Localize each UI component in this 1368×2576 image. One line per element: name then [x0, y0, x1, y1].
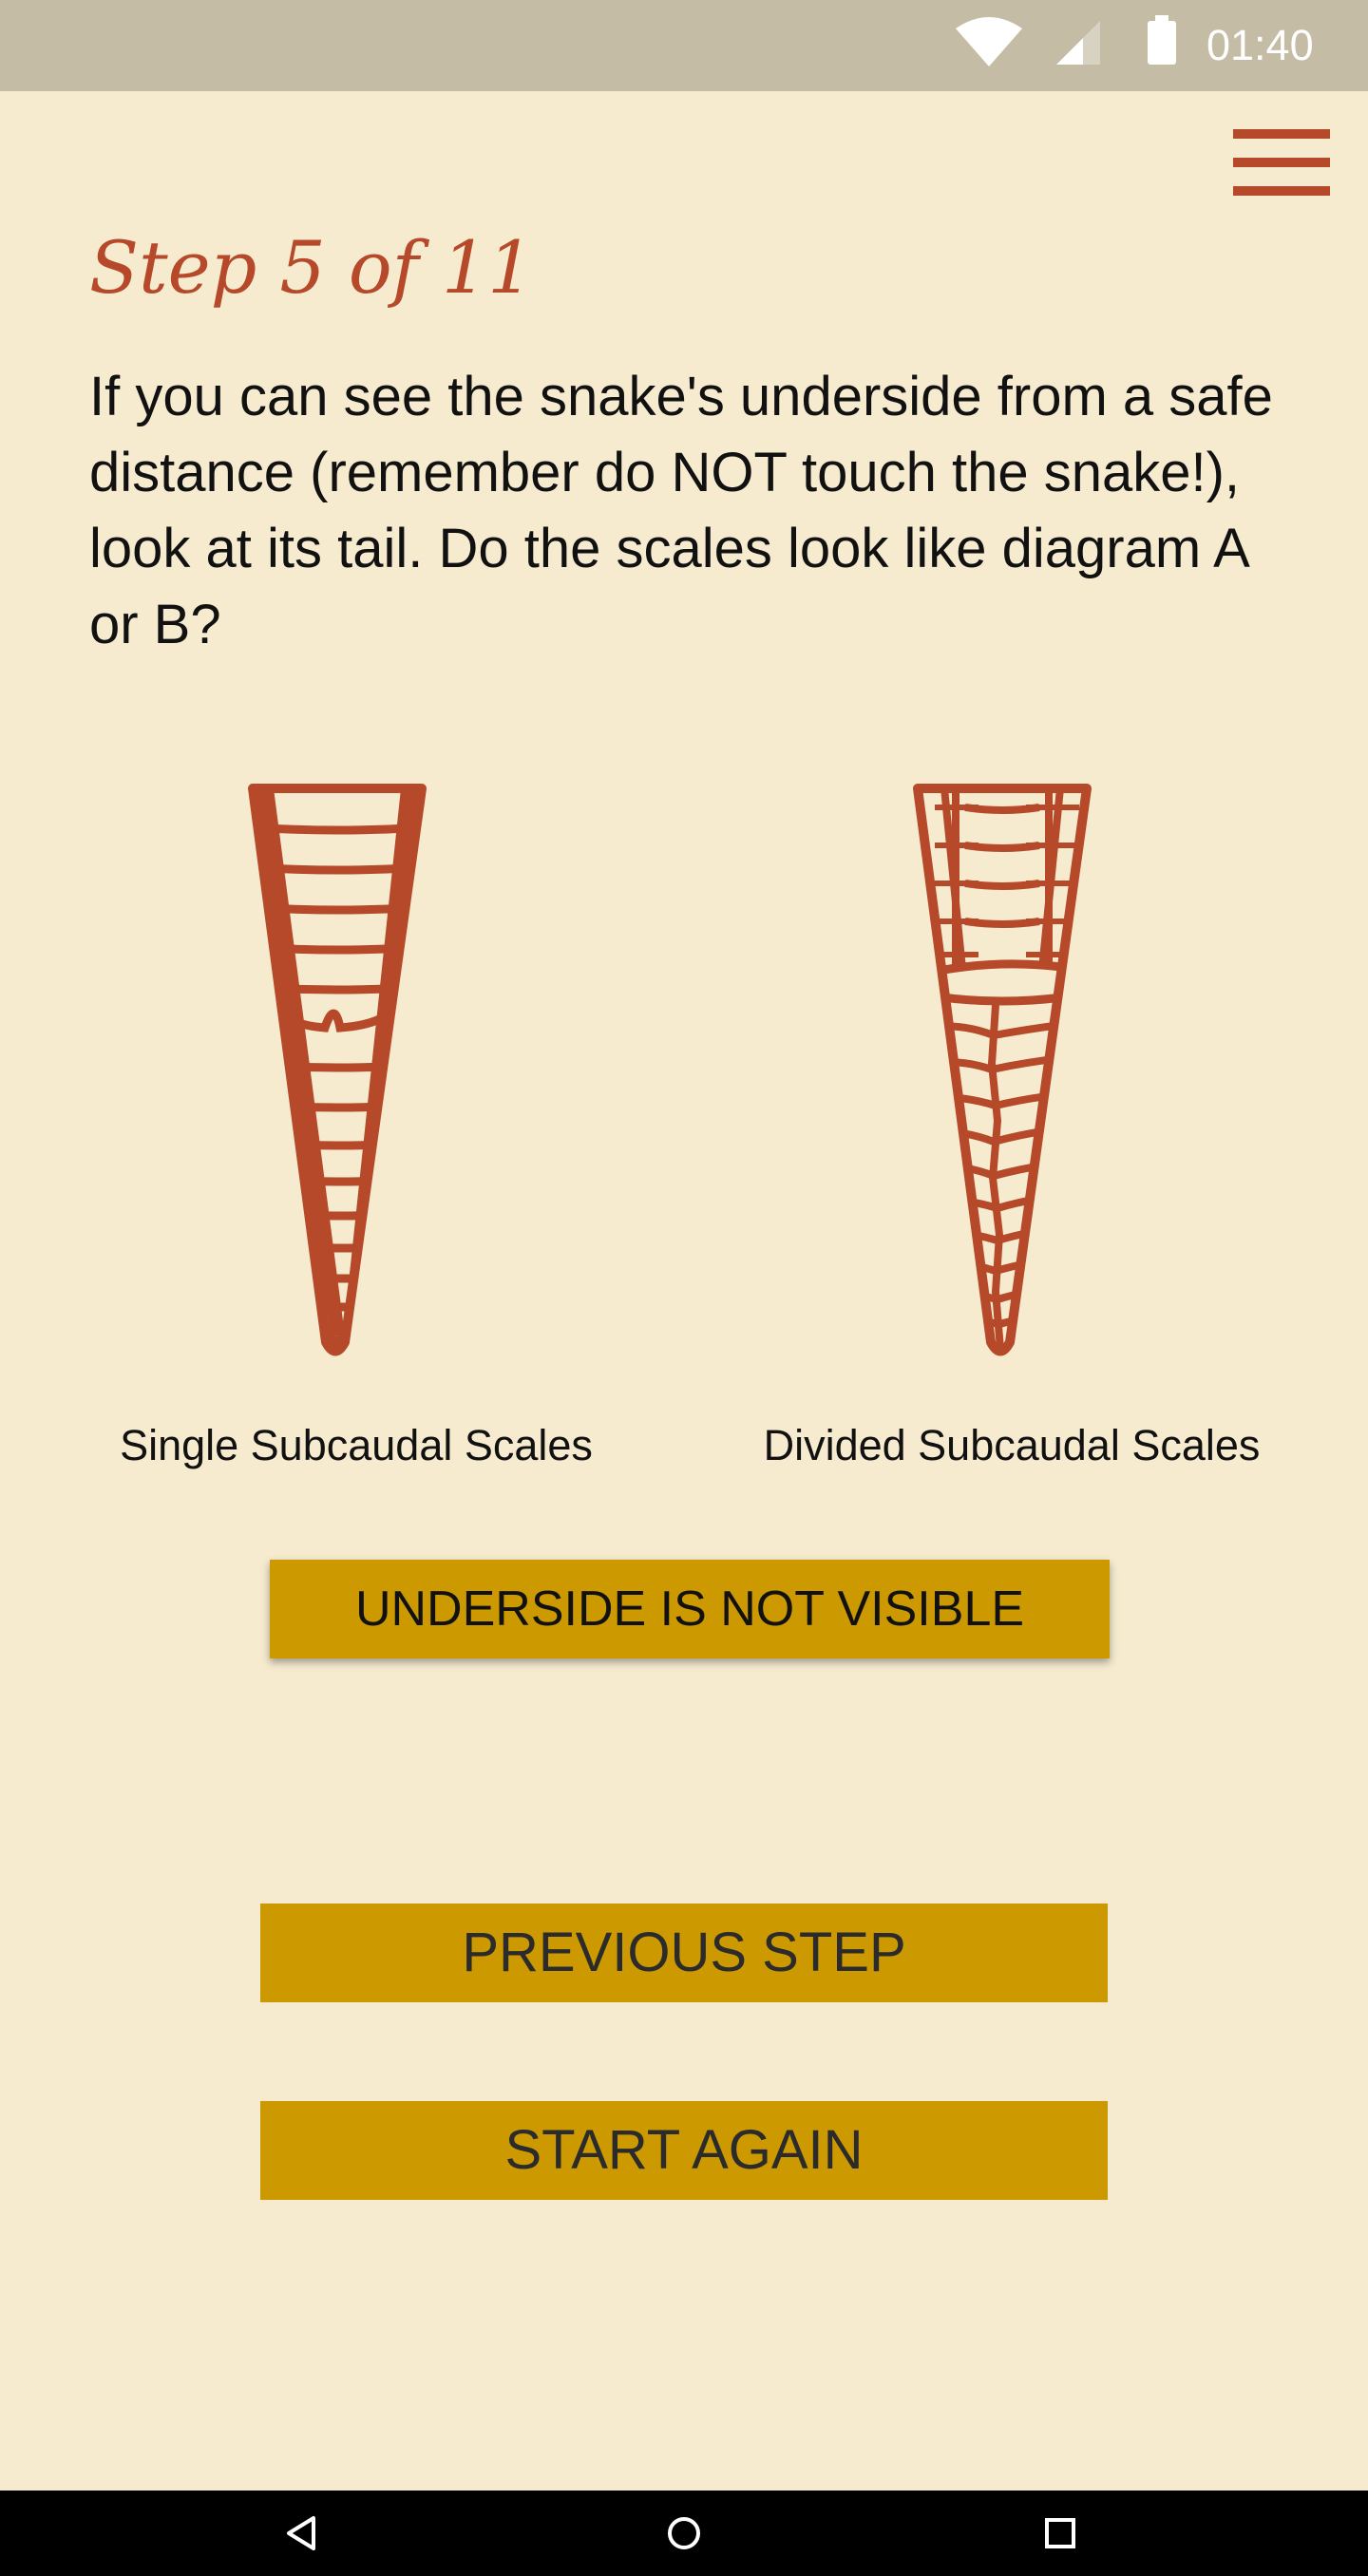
option-divided-subcaudal[interactable]: Divided Subcaudal Scales — [703, 779, 1320, 1482]
battery-icon — [1148, 15, 1176, 65]
option-caption: Divided Subcaudal Scales — [763, 1421, 1261, 1469]
status-time: 01:40 — [1206, 21, 1314, 69]
single-subcaudal-scales-diagram — [248, 784, 427, 1356]
underside-not-visible-button[interactable]: UNDERSIDE IS NOT VISIBLE — [270, 1560, 1110, 1658]
option-caption: Single Subcaudal Scales — [120, 1421, 593, 1469]
menu-button[interactable] — [1233, 129, 1332, 198]
status-bar: 01:40 — [0, 0, 1368, 91]
question-text: If you can see the snake's underside fro… — [89, 366, 1273, 655]
wifi-icon — [956, 17, 1022, 66]
back-icon — [287, 2516, 315, 2550]
home-icon — [668, 2517, 700, 2549]
divided-subcaudal-scales-diagram — [913, 784, 1092, 1356]
step-title: Step 5 of 11 — [89, 225, 534, 310]
recents-icon — [1045, 2518, 1075, 2548]
start-again-button[interactable]: START AGAIN — [260, 2101, 1108, 2200]
option-single-subcaudal[interactable]: Single Subcaudal Scales — [48, 779, 665, 1482]
signal-icon — [1056, 21, 1100, 65]
previous-step-button[interactable]: PREVIOUS STEP — [260, 1904, 1108, 2002]
back-button[interactable] — [245, 2491, 359, 2576]
recents-button[interactable] — [1003, 2491, 1117, 2576]
navigation-bar — [0, 2491, 1368, 2576]
home-button[interactable] — [627, 2491, 741, 2576]
